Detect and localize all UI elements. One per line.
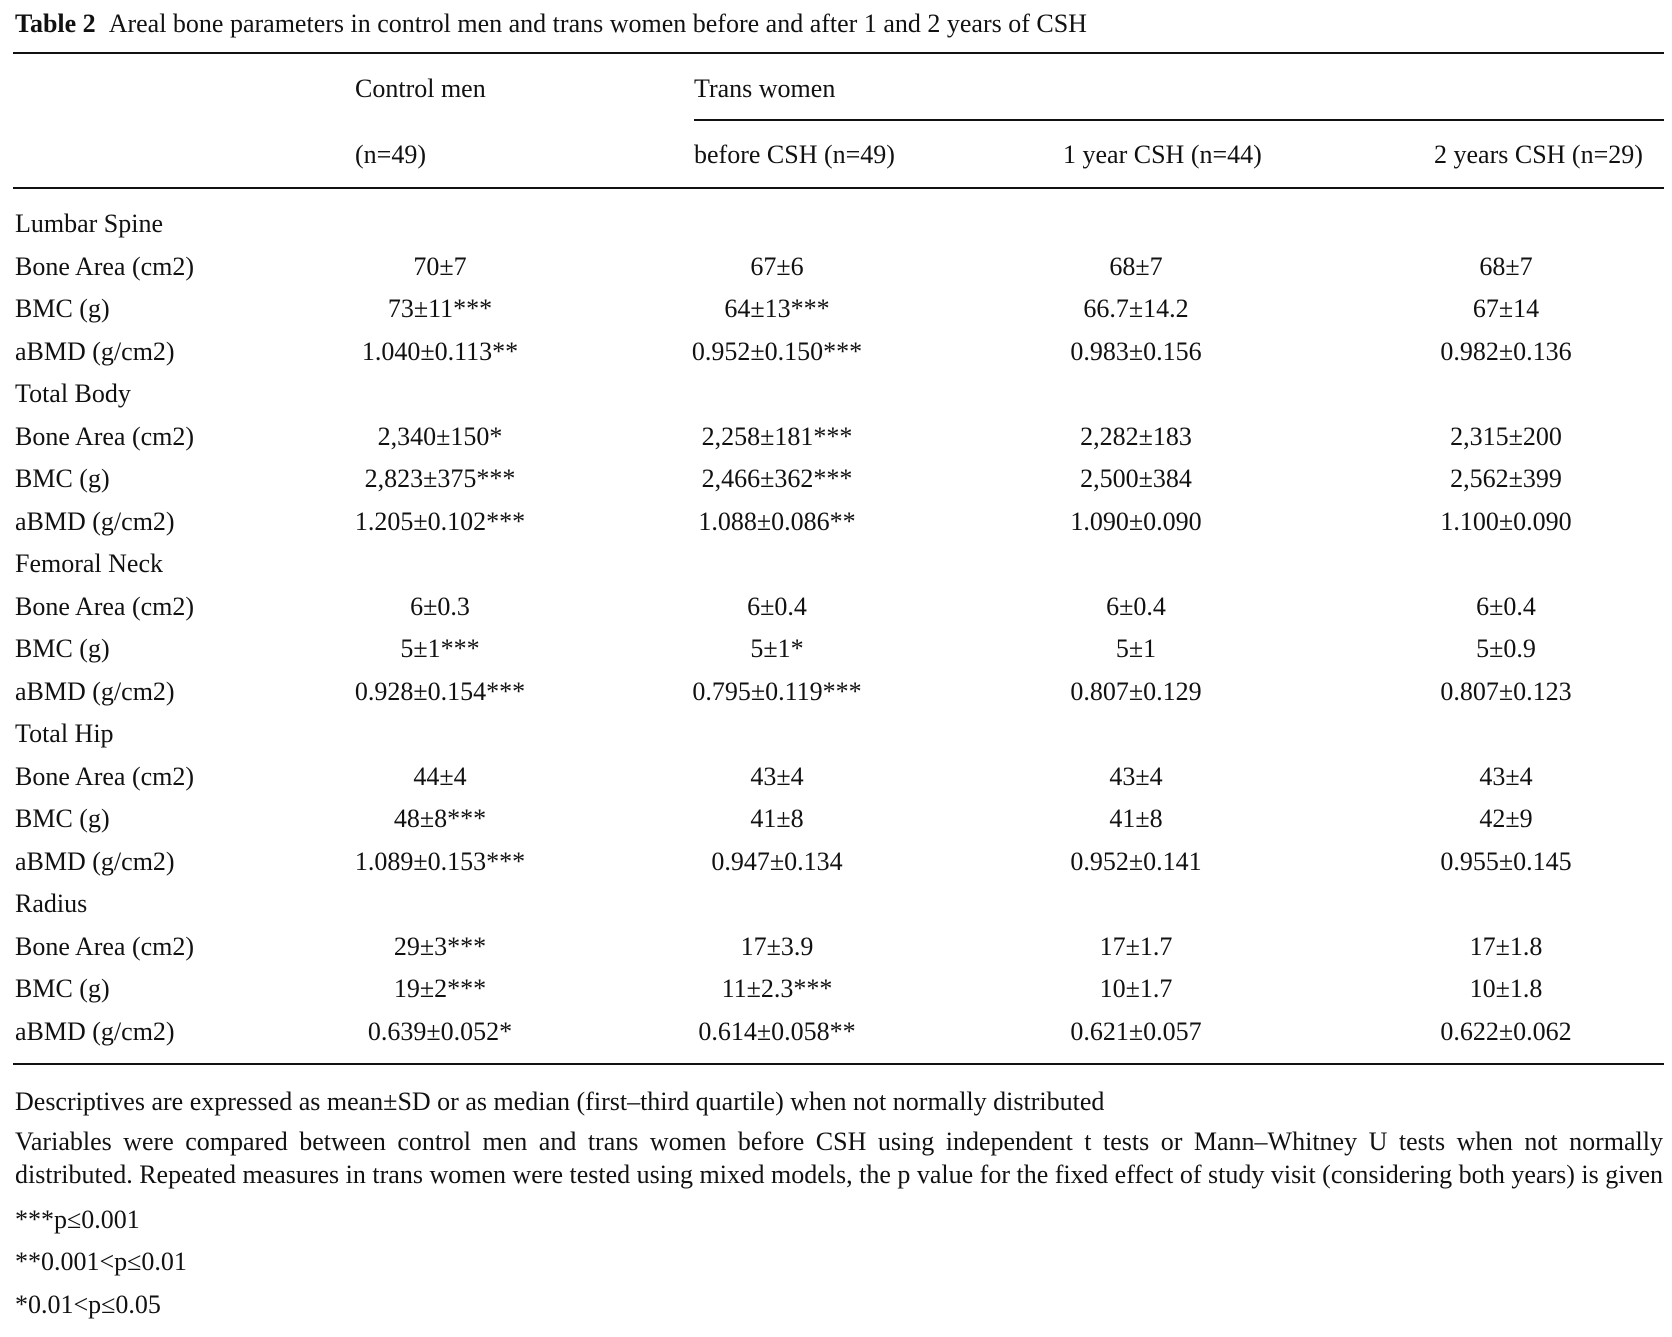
- section-title: Radius: [15, 889, 88, 918]
- table-cell: 0.622±0.062: [1440, 1016, 1572, 1046]
- table-cell: 41±8: [750, 804, 804, 833]
- table-cell: 2,823±375***: [364, 464, 516, 493]
- row-label: Bone Area (cm2): [15, 251, 195, 281]
- table-cell: 2,562±399: [1450, 464, 1562, 493]
- row-label: Bone Area (cm2): [15, 421, 195, 451]
- row-label: Bone Area (cm2): [15, 761, 195, 791]
- table-cell: 5±1*: [750, 634, 804, 663]
- table-cell: 17±1.7: [1099, 931, 1173, 961]
- table-cell: 1.090±0.090: [1070, 506, 1202, 536]
- table-cell: 10±1.7: [1099, 974, 1173, 1003]
- column-header: (n=49): [355, 140, 426, 169]
- table-cell: 48±8***: [393, 804, 487, 833]
- table-cell: 1.205±0.102***: [354, 506, 526, 536]
- table-cell: 70±7: [413, 251, 467, 281]
- row-label: aBMD (g/cm2): [15, 506, 175, 536]
- table-cell: 41±8: [1109, 804, 1163, 833]
- table-cell: 0.928±0.154***: [354, 676, 526, 706]
- table-cell: 0.614±0.058**: [698, 1016, 856, 1046]
- section-title: Femoral Neck: [15, 549, 164, 578]
- row-label: BMC (g): [15, 464, 110, 493]
- row-label: Bone Area (cm2): [15, 931, 195, 961]
- row-label: BMC (g): [15, 974, 110, 1003]
- footnote: Descriptives are expressed as mean±SD or…: [15, 1087, 1105, 1116]
- row-label: BMC (g): [15, 804, 110, 833]
- table-cell: 43±4: [1479, 761, 1533, 791]
- row-label: aBMD (g/cm2): [15, 1016, 175, 1046]
- table-cell: 42±9: [1479, 804, 1533, 833]
- row-label: BMC (g): [15, 634, 110, 663]
- header-trans-women: Trans women: [694, 74, 836, 103]
- table-cell: 1.089±0.153***: [354, 846, 526, 876]
- table-cell: 68±7: [1479, 251, 1533, 281]
- table-cell: 5±0.9: [1476, 634, 1536, 663]
- header-control-men: Control men: [355, 74, 486, 103]
- table-cell: 67±14: [1472, 294, 1540, 323]
- section-title: Total Hip: [15, 719, 114, 748]
- table-cell: 2,282±183: [1080, 421, 1192, 451]
- table-cell: 0.807±0.123: [1440, 676, 1572, 706]
- table-cell: 0.795±0.119***: [692, 676, 862, 706]
- table-cell: 6±0.4: [1476, 591, 1536, 621]
- table-cell: 0.639±0.052*: [367, 1016, 513, 1046]
- section-title: Total Body: [15, 379, 131, 408]
- column-header: 2 years CSH (n=29): [1434, 140, 1643, 169]
- bottom-rule: [13, 1063, 1664, 1065]
- footnote: **0.001<p≤0.01: [15, 1247, 187, 1276]
- table-cell: 64±13***: [724, 294, 830, 323]
- table-cell: 0.955±0.145: [1440, 846, 1572, 876]
- table-cell: 73±11***: [387, 294, 493, 323]
- table-cell: 29±3***: [393, 931, 487, 961]
- table-cell: 11±2.3***: [721, 974, 833, 1003]
- section-title: Lumbar Spine: [15, 209, 164, 238]
- table-cell: 0.982±0.136: [1440, 336, 1572, 366]
- table-cell: 0.807±0.129: [1070, 676, 1202, 706]
- table-cell: 43±4: [750, 761, 804, 791]
- table-cell: 66.7±14.2: [1083, 294, 1189, 323]
- table-cell: 19±2***: [393, 974, 487, 1003]
- table-cell: 43±4: [1109, 761, 1163, 791]
- table-cell: 2,466±362***: [701, 464, 853, 493]
- group-rule: [694, 119, 1664, 121]
- row-label: aBMD (g/cm2): [15, 676, 175, 706]
- table-cell: 5±1***: [400, 634, 480, 663]
- table-cell: 2,315±200: [1450, 421, 1562, 451]
- table-cell: 2,258±181***: [701, 421, 853, 451]
- table-cell: 68±7: [1109, 251, 1163, 281]
- table-cell: 1.100±0.090: [1440, 506, 1572, 536]
- table-cell: 6±0.4: [1106, 591, 1166, 621]
- footnote: *0.01<p≤0.05: [15, 1290, 161, 1319]
- table-cell: 1.088±0.086**: [698, 506, 856, 536]
- table-cell: 2,340±150*: [377, 421, 503, 451]
- table-cell: 0.983±0.156: [1070, 336, 1202, 366]
- table-cell: 0.952±0.150***: [691, 336, 863, 366]
- table-cell: 2,500±384: [1080, 464, 1192, 493]
- row-label: aBMD (g/cm2): [15, 846, 175, 876]
- column-header: before CSH (n=49): [694, 140, 895, 169]
- table-cell: 0.947±0.134: [711, 846, 843, 876]
- table-cell: 0.621±0.057: [1070, 1016, 1202, 1046]
- table-cell: 17±3.9: [740, 931, 814, 961]
- table-label: Table 2: [15, 9, 96, 38]
- table-cell: 10±1.8: [1469, 974, 1543, 1003]
- footnote: Variables were compared between control …: [15, 1127, 1663, 1189]
- top-rule: [13, 52, 1664, 54]
- table-cell: 6±0.3: [410, 591, 470, 621]
- table-cell: 1.040±0.113**: [361, 336, 519, 366]
- row-label: Bone Area (cm2): [15, 591, 195, 621]
- row-label: aBMD (g/cm2): [15, 336, 175, 366]
- table-cell: 0.952±0.141: [1070, 846, 1202, 876]
- footnote: ***p≤0.001: [15, 1205, 140, 1234]
- header-rule: [13, 187, 1664, 189]
- table-cell: 44±4: [413, 761, 467, 791]
- row-label: BMC (g): [15, 294, 110, 323]
- table-cell: 17±1.8: [1469, 931, 1543, 961]
- table-caption: Table 2 Areal bone parameters in control…: [15, 11, 1087, 37]
- table-cell: 5±1: [1115, 634, 1157, 663]
- column-header: 1 year CSH (n=44): [1063, 140, 1262, 169]
- table-title: Areal bone parameters in control men and…: [108, 9, 1087, 38]
- table-cell: 67±6: [750, 251, 804, 281]
- table-cell: 6±0.4: [747, 591, 807, 621]
